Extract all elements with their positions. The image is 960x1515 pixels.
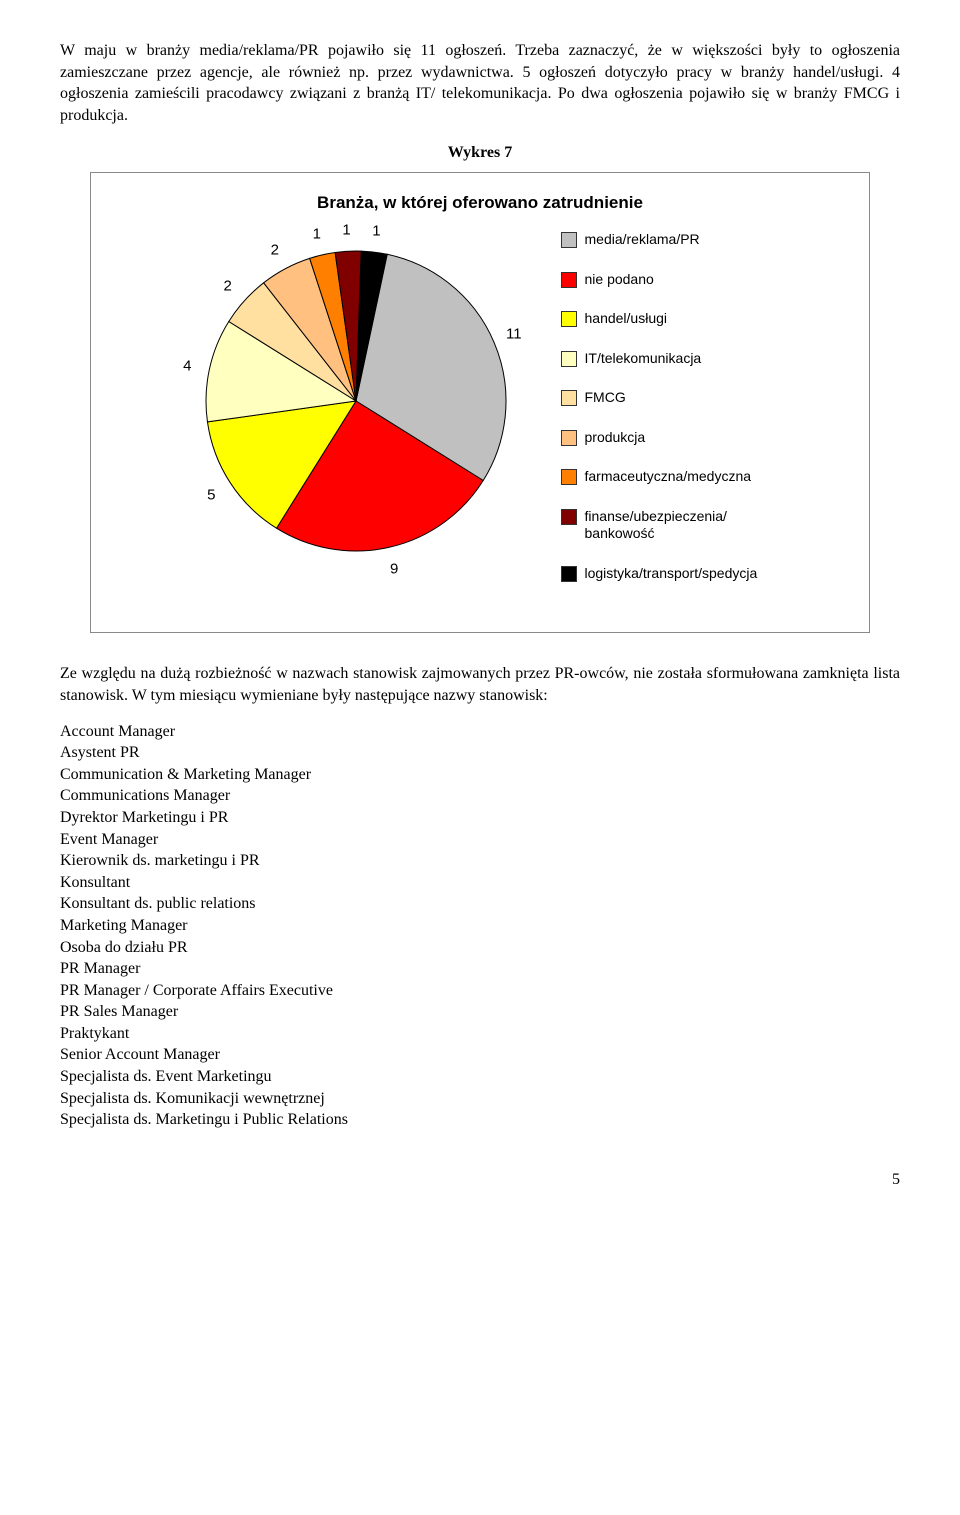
legend-label: finanse/ubezpieczenia/ bankowość [585, 508, 775, 543]
legend-item: produkcja [561, 429, 775, 447]
pie-value-label: 1 [342, 221, 350, 238]
position-line: Konsultant ds. public relations [60, 893, 900, 915]
position-line: Communications Manager [60, 785, 900, 807]
legend-item: FMCG [561, 389, 775, 407]
position-line: Marketing Manager [60, 915, 900, 937]
legend-swatch [561, 311, 577, 327]
position-line: Account Manager [60, 721, 900, 743]
pie-chart: 1195422111 [186, 231, 526, 571]
pie-value-label: 1 [313, 225, 321, 242]
legend-label: farmaceutyczna/medyczna [585, 468, 752, 486]
chart-label: Wykres 7 [60, 144, 900, 162]
pie-value-label: 2 [224, 278, 232, 295]
position-line: Kierownik ds. marketingu i PR [60, 850, 900, 872]
legend-swatch [561, 272, 577, 288]
legend-item: media/reklama/PR [561, 231, 775, 249]
legend-item: handel/usługi [561, 310, 775, 328]
pie-value-label: 1 [372, 222, 380, 239]
legend-swatch [561, 351, 577, 367]
legend-item: nie podano [561, 271, 775, 289]
chart-title: Branża, w której oferowano zatrudnienie [111, 193, 849, 213]
position-line: Specjalista ds. Komunikacji wewnętrznej [60, 1088, 900, 1110]
position-line: Osoba do działu PR [60, 937, 900, 959]
position-line: Specjalista ds. Marketingu i Public Rela… [60, 1109, 900, 1131]
position-line: PR Sales Manager [60, 1001, 900, 1023]
pie-value-label: 9 [390, 560, 398, 577]
legend-label: FMCG [585, 389, 626, 407]
legend-swatch [561, 469, 577, 485]
legend-swatch [561, 390, 577, 406]
page-number: 5 [60, 1171, 900, 1189]
position-line: Konsultant [60, 872, 900, 894]
position-line: Event Manager [60, 829, 900, 851]
legend-item: logistyka/transport/spedycja [561, 565, 775, 583]
position-line: PR Manager [60, 958, 900, 980]
legend-swatch [561, 566, 577, 582]
position-line: Communication & Marketing Manager [60, 764, 900, 786]
pie-value-label: 11 [506, 326, 522, 343]
position-line: Senior Account Manager [60, 1044, 900, 1066]
legend-label: nie podano [585, 271, 654, 289]
position-line: Dyrektor Marketingu i PR [60, 807, 900, 829]
legend-label: produkcja [585, 429, 646, 447]
position-line: Praktykant [60, 1023, 900, 1045]
position-line: Asystent PR [60, 742, 900, 764]
legend-label: IT/telekomunikacja [585, 350, 702, 368]
chart-container: Branża, w której oferowano zatrudnienie … [90, 172, 870, 633]
positions-list: Account ManagerAsystent PRCommunication … [60, 721, 900, 1131]
legend-item: farmaceutyczna/medyczna [561, 468, 775, 486]
legend-swatch [561, 232, 577, 248]
position-line: Specjalista ds. Event Marketingu [60, 1066, 900, 1088]
pie-value-label: 4 [183, 357, 191, 374]
pie-svg [186, 231, 526, 571]
legend-swatch [561, 509, 577, 525]
legend-label: media/reklama/PR [585, 231, 700, 249]
positions-intro: Ze względu na dużą rozbieżność w nazwach… [60, 663, 900, 706]
legend-item: finanse/ubezpieczenia/ bankowość [561, 508, 775, 543]
intro-paragraph: W maju w branży media/reklama/PR pojawił… [60, 40, 900, 126]
pie-value-label: 2 [271, 241, 279, 258]
legend-label: handel/usługi [585, 310, 668, 328]
position-line: PR Manager / Corporate Affairs Executive [60, 980, 900, 1002]
legend-item: IT/telekomunikacja [561, 350, 775, 368]
legend-swatch [561, 430, 577, 446]
legend-label: logistyka/transport/spedycja [585, 565, 758, 583]
chart-legend: media/reklama/PR nie podano handel/usługi I… [561, 231, 775, 604]
pie-value-label: 5 [207, 487, 215, 504]
